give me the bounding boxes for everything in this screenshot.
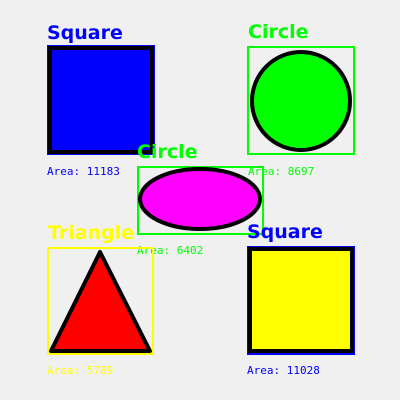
area-label: Area: 5789 [47, 364, 113, 377]
shape-circle-top-right: Circle Area: 8697 [247, 21, 355, 178]
bounding-box [247, 46, 355, 155]
shape-square-top-left: Square Area: 11183 [47, 22, 155, 178]
square-shape [248, 247, 354, 353]
shape-square-bottom-right: Square Area: 11028 [247, 221, 355, 377]
triangle-shape [49, 250, 152, 353]
circle-shape [250, 50, 352, 152]
shape-label: Circle [248, 21, 309, 43]
shape-ellipse-middle: Circle Area: 6402 [137, 141, 264, 257]
ellipse-shape [138, 167, 262, 231]
area-label: Area: 8697 [248, 165, 314, 178]
shape-label: Triangle [48, 222, 134, 244]
square-shape [48, 46, 154, 154]
area-label: Area: 11028 [247, 364, 320, 377]
area-label: Area: 11183 [47, 165, 120, 178]
shape-triangle-bottom-left: Triangle Area: 5789 [47, 222, 154, 377]
bounding-box [137, 166, 264, 235]
shape-label: Square [47, 22, 123, 44]
shape-label: Square [247, 221, 323, 243]
bounding-box [47, 247, 154, 355]
shape-label: Circle [137, 141, 198, 163]
area-label: Area: 6402 [137, 244, 203, 257]
